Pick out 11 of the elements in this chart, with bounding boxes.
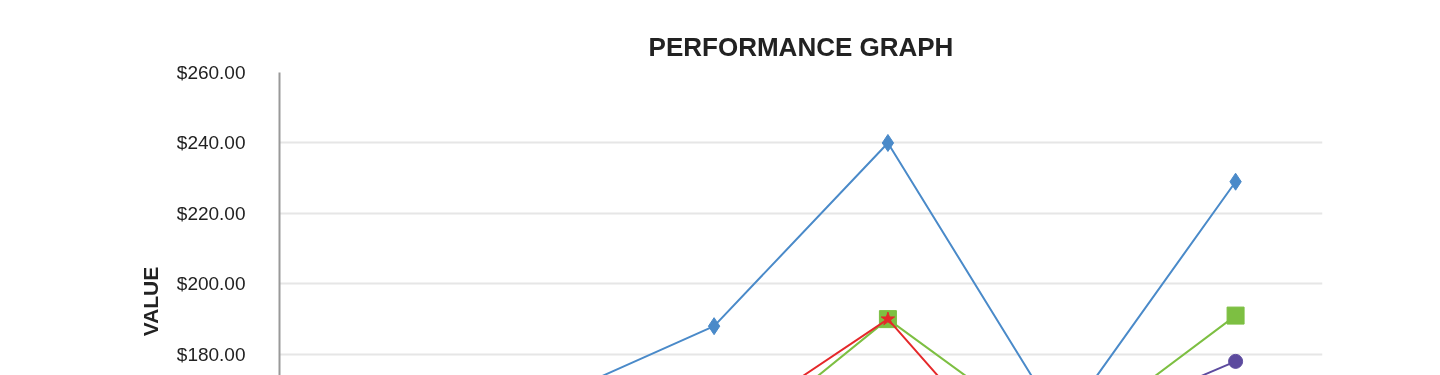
chart-title: PERFORMANCE GRAPH: [648, 31, 954, 62]
point: [1226, 306, 1245, 325]
y-tick-label: $260.00: [176, 62, 246, 83]
y-tick-label: $240.00: [176, 132, 246, 154]
point: [1228, 353, 1244, 369]
point: [707, 317, 721, 336]
y-tick-label: $220.00: [176, 202, 246, 224]
y-axis-title: VALUE: [138, 266, 162, 337]
y-tick-label: $200.00: [176, 273, 246, 295]
point: [881, 133, 895, 152]
y-tick-label: $180.00: [176, 343, 246, 365]
